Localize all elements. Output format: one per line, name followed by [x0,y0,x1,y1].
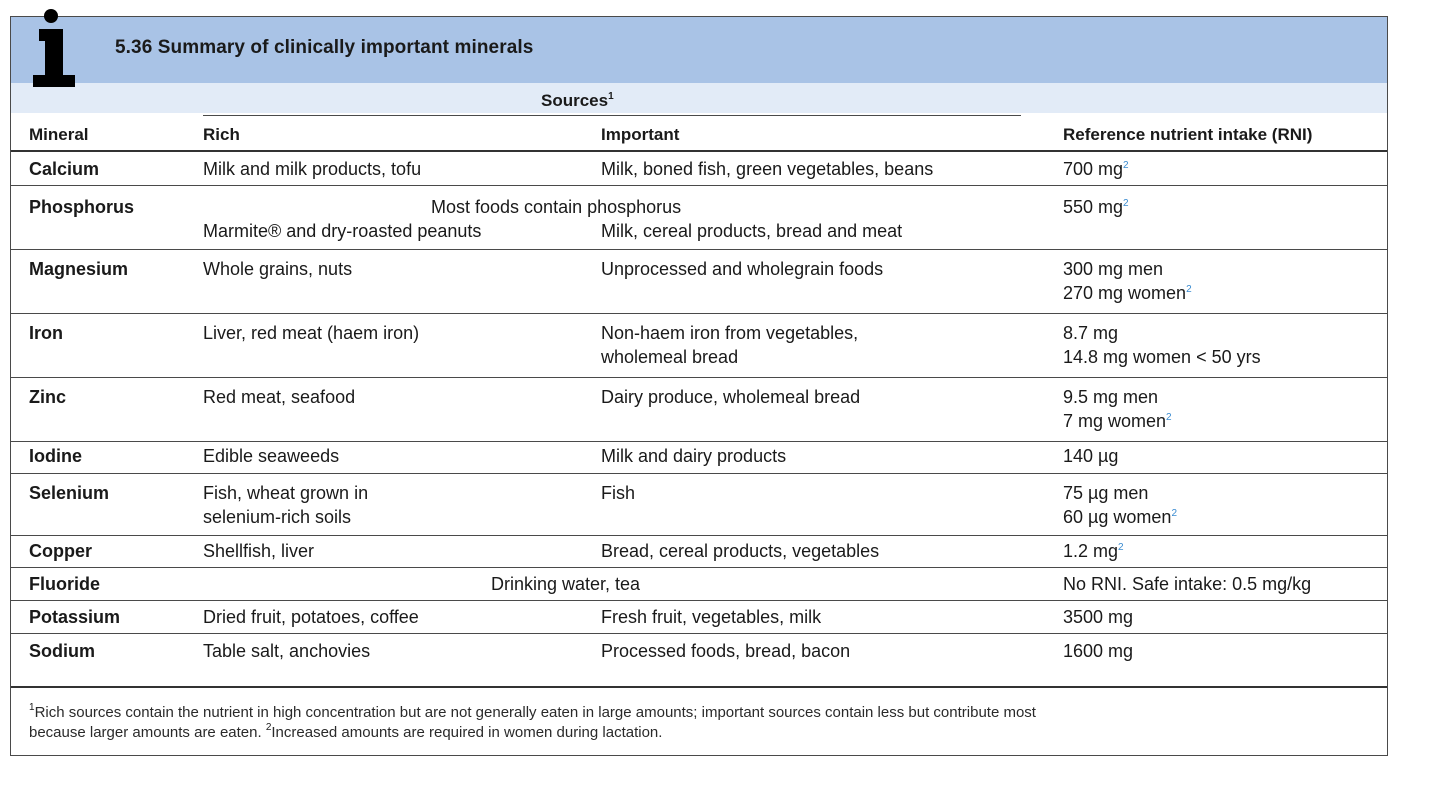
important-source: Fresh fruit, vegetables, milk [601,607,822,627]
rni-value: 550 mg2 [1063,197,1129,217]
header-divider [11,150,1387,152]
mineral-name: Iron [29,323,63,343]
table-title: 5.36 Summary of clinically important min… [115,37,534,58]
row-divider [11,633,1387,634]
rni-value: 1.2 mg2 [1063,541,1124,561]
important-source: Unprocessed and wholegrain foods [601,259,884,279]
title-bar [11,17,1387,83]
rni-value: 1600 mg [1063,641,1134,661]
rich-source: Fish, wheat grown in [203,483,369,503]
mineral-name: Potassium [29,607,121,627]
rni-value: 60 µg women2 [1063,507,1177,527]
rni-value: 9.5 mg men [1063,387,1159,407]
important-source: Non-haem iron from vegetables, [601,323,859,343]
mineral-name: Magnesium [29,259,129,279]
rni-value: 140 µg [1063,446,1119,466]
mineral-name: Phosphorus [29,197,135,217]
important-source: Fish [601,483,636,503]
rich-source: selenium-rich soils [203,507,352,527]
mineral-summary-table: 5.36 Summary of clinically important min… [10,9,1388,756]
rni-value: 300 mg men [1063,259,1164,279]
row-divider [11,600,1387,601]
info-icon [33,9,75,87]
sources-header: Sources1 [541,91,614,110]
combined-source: Most foods contain phosphorus [431,197,682,217]
sources-divider [203,115,1021,116]
mineral-name: Fluoride [29,574,100,594]
rni-value: 75 µg men [1063,483,1149,503]
col-header-mineral: Mineral [29,125,89,144]
footer-divider [11,686,1387,688]
rni-value: 3500 mg [1063,607,1134,627]
rich-source: Whole grains, nuts [203,259,353,279]
row-divider [11,185,1387,186]
mineral-name: Zinc [29,387,67,407]
rich-source: Milk and milk products, tofu [203,159,422,179]
rni-value: 7 mg women2 [1063,411,1172,431]
row-divider [11,473,1387,474]
row-divider [11,249,1387,250]
rni-value: 14.8 mg women < 50 yrs [1063,347,1261,367]
rni-value: No RNI. Safe intake: 0.5 mg/kg [1063,574,1312,594]
rni-value: 8.7 mg [1063,323,1119,343]
rni-value: 700 mg2 [1063,159,1129,179]
row-divider [11,535,1387,536]
col-header-rni: Reference nutrient intake (RNI) [1063,125,1313,144]
row-divider [11,377,1387,378]
mineral-name: Iodine [29,446,82,466]
rich-source: Dried fruit, potatoes, coffee [203,607,419,627]
important-source: Milk, cereal products, bread and meat [601,221,903,241]
footnote: 1Rich sources contain the nutrient in hi… [29,702,1036,742]
row-divider [11,313,1387,314]
rni-value: 270 mg women2 [1063,283,1192,303]
rich-source: Marmite® and dry-roasted peanuts [203,221,482,241]
rich-source: Shellfish, liver [203,541,315,561]
mineral-name: Calcium [29,159,100,179]
rich-source: Red meat, seafood [203,387,356,407]
important-source: Milk and dairy products [601,446,787,466]
col-header-important: Important [601,125,680,144]
important-source: Dairy produce, wholemeal bread [601,387,861,407]
important-source: wholemeal bread [601,347,739,367]
mineral-name: Copper [29,541,92,561]
rich-source: Edible seaweeds [203,446,340,466]
mineral-name: Sodium [29,641,95,661]
col-header-rich: Rich [203,125,240,144]
combined-source: Drinking water, tea [491,574,641,594]
rich-source: Table salt, anchovies [203,641,371,661]
row-divider [11,441,1387,442]
important-source: Milk, boned fish, green vegetables, bean… [601,159,934,179]
important-source: Processed foods, bread, bacon [601,641,851,661]
mineral-name: Selenium [29,483,110,503]
row-divider [11,567,1387,568]
rich-source: Liver, red meat (haem iron) [203,323,420,343]
important-source: Bread, cereal products, vegetables [601,541,880,561]
subheader-bar [11,83,1387,113]
